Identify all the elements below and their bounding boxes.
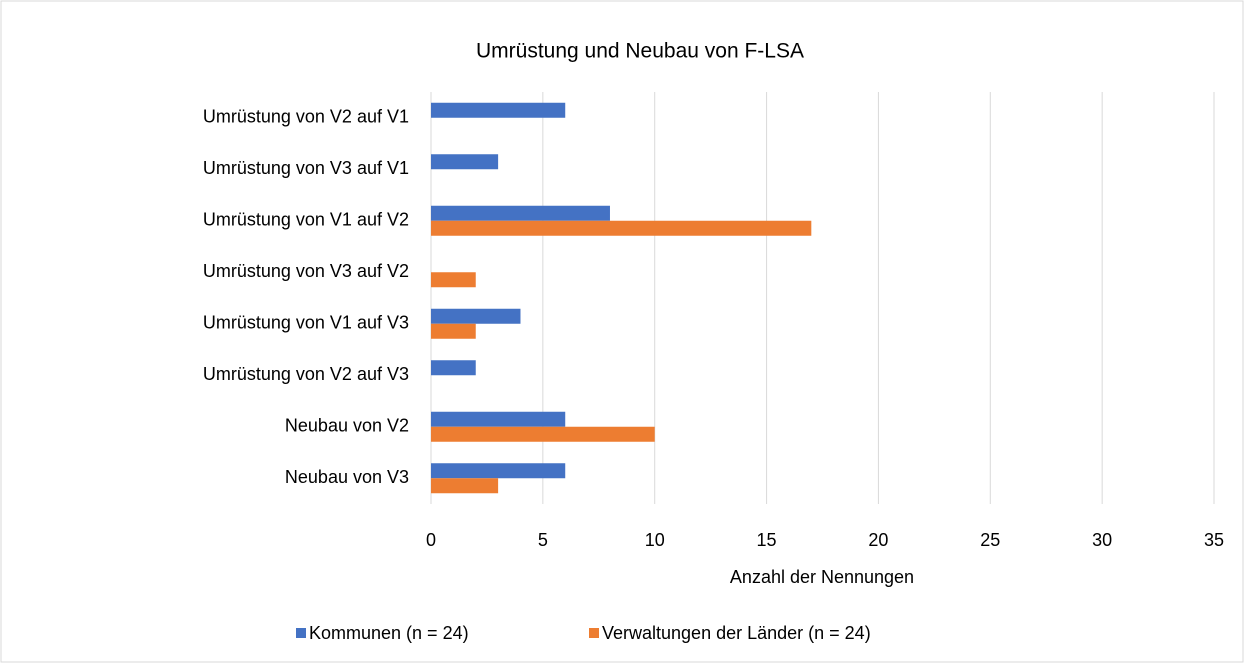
bar <box>431 426 655 442</box>
y-tick-label: Umrüstung von V1 auf V2 <box>203 210 409 230</box>
legend-label: Verwaltungen der Länder (n = 24) <box>602 623 871 643</box>
x-tick-label: 25 <box>980 530 1000 550</box>
x-tick-label: 35 <box>1204 530 1224 550</box>
x-tick-label: 0 <box>426 530 436 550</box>
x-tick-label: 5 <box>538 530 548 550</box>
legend-swatch <box>589 628 599 638</box>
legend-swatch <box>296 628 306 638</box>
x-tick-label: 10 <box>645 530 665 550</box>
bar <box>431 220 812 236</box>
x-tick-label: 30 <box>1092 530 1112 550</box>
y-tick-label: Umrüstung von V1 auf V3 <box>203 313 409 333</box>
bar <box>431 205 610 221</box>
legend-label: Kommunen (n = 24) <box>309 623 469 643</box>
bar <box>431 478 499 494</box>
bar <box>431 411 566 427</box>
bar <box>431 463 566 479</box>
bar <box>431 360 476 376</box>
bar <box>431 272 476 288</box>
x-tick-label: 20 <box>868 530 888 550</box>
y-tick-label: Umrüstung von V3 auf V1 <box>203 158 409 178</box>
bar <box>431 102 566 118</box>
x-axis-label: Anzahl der Nennungen <box>730 567 914 587</box>
y-tick-label: Umrüstung von V2 auf V3 <box>203 364 409 384</box>
y-tick-label: Umrüstung von V2 auf V1 <box>203 107 409 127</box>
y-tick-label: Umrüstung von V3 auf V2 <box>203 261 409 281</box>
bar <box>431 323 476 339</box>
y-tick-label: Neubau von V3 <box>285 467 409 487</box>
x-tick-label: 15 <box>757 530 777 550</box>
y-tick-label: Neubau von V2 <box>285 416 409 436</box>
bar <box>431 154 499 170</box>
chart-title: Umrüstung und Neubau von F-LSA <box>476 40 804 63</box>
bar <box>431 308 521 324</box>
